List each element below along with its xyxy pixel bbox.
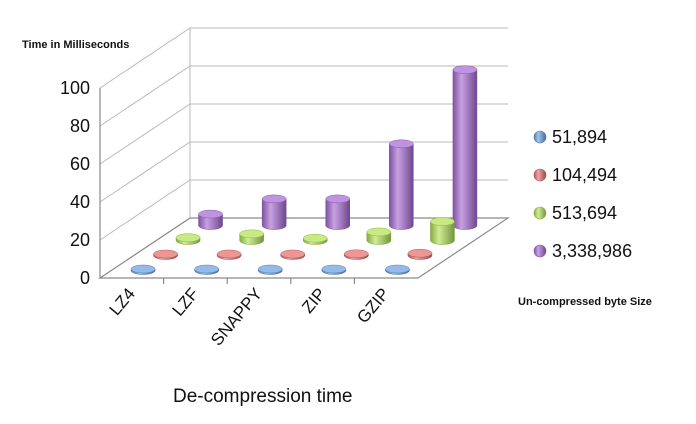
legend-swatch	[533, 130, 547, 144]
legend-item: 513,694	[533, 203, 617, 223]
floor	[98, 217, 510, 279]
legend-label: 104,494	[552, 165, 617, 185]
legend-label: 513,694	[552, 203, 617, 223]
bar	[194, 264, 219, 275]
y-tick-label: 20	[70, 230, 90, 250]
legend-title: Un-compressed byte Size	[518, 296, 652, 308]
y-tick-label: 80	[70, 116, 90, 136]
category-labels: LZ4 LZF SNAPPY ZIP GZIP	[105, 284, 393, 349]
category-label: LZ4	[105, 284, 138, 319]
bar	[430, 217, 455, 245]
y-tick-label: 40	[70, 192, 90, 212]
category-label: SNAPPY	[207, 284, 266, 349]
legend-item: 104,494	[533, 165, 617, 185]
bars	[130, 65, 478, 275]
bar	[198, 209, 223, 230]
bar	[385, 264, 410, 275]
bar	[261, 194, 287, 230]
bar	[303, 233, 328, 245]
y-tick-label: 0	[80, 268, 90, 288]
legend-swatch	[533, 244, 547, 258]
bar	[153, 249, 178, 260]
bar	[407, 248, 433, 260]
y-axis-label: Time in Milliseconds	[22, 39, 129, 51]
gridline	[99, 103, 508, 165]
bar	[216, 249, 242, 260]
gridline	[99, 27, 508, 89]
legend-label: 51,894	[552, 127, 607, 147]
bar	[321, 264, 347, 275]
y-tick-labels: 0 20 40 60 80 100	[60, 78, 90, 288]
legend-item: 3,338,986	[533, 241, 632, 261]
category-label: ZIP	[298, 284, 330, 316]
gridline	[99, 65, 508, 127]
bar	[325, 194, 350, 230]
bar	[452, 65, 478, 230]
bar	[389, 139, 414, 230]
y-tick-label: 60	[70, 154, 90, 174]
y-tick-label: 100	[60, 78, 90, 98]
bar	[130, 264, 156, 275]
legend-swatch	[533, 168, 547, 182]
gridline	[99, 141, 508, 203]
bar	[175, 233, 201, 245]
bar	[366, 227, 392, 245]
category-label: LZF	[168, 284, 202, 319]
legend-label: 3,338,986	[552, 241, 632, 261]
legend: 51,894 104,494 513,694 3,338,986	[533, 127, 632, 261]
bar	[258, 264, 283, 275]
bar	[239, 229, 264, 245]
grid	[98, 27, 510, 284]
legend-item: 51,894	[533, 127, 607, 147]
bar	[280, 249, 305, 260]
category-label: GZIP	[353, 284, 393, 327]
legend-swatch	[533, 206, 547, 220]
bar	[344, 249, 369, 260]
x-axis-label: De-compression time	[173, 386, 353, 407]
